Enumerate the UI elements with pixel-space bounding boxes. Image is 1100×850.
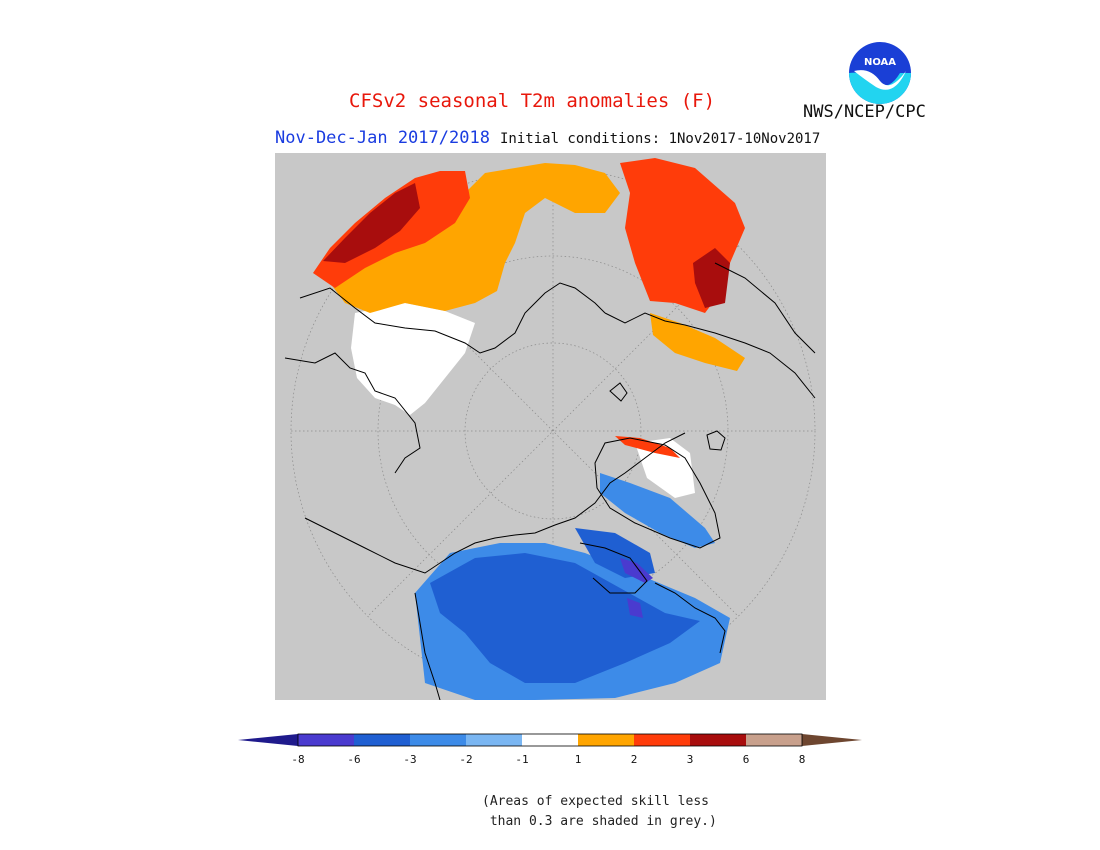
anomaly-region-greenland-red <box>615 436 680 458</box>
coastline-east-asia <box>714 262 816 354</box>
anomaly-region-europe-orange <box>330 163 620 313</box>
color-scale-bin <box>354 734 410 746</box>
color-scale-tick-label: 2 <box>631 753 638 766</box>
color-scale-bin <box>410 734 466 746</box>
coastline-hudson-bay <box>579 542 648 594</box>
coastline-europe-south <box>284 352 421 474</box>
coastline-eurasia-west <box>299 282 606 354</box>
map-title: CFSv2 seasonal T2m anomalies (F) <box>349 90 716 112</box>
coastline-canada-arctic <box>514 432 686 536</box>
meridian-diag-2 <box>367 245 739 617</box>
skill-note-line: than 0.3 are shaded in grey.) <box>482 814 717 829</box>
anomaly-region-europe-darkred <box>323 183 420 263</box>
agency-label: NWS/NCEP/CPC <box>803 102 926 122</box>
color-scale-tick-label: -8 <box>291 753 304 766</box>
color-scale-tick-label: 8 <box>799 753 806 766</box>
coastlines <box>284 262 816 700</box>
coastline-svalbard <box>609 382 628 402</box>
coastline-greenland <box>594 437 721 549</box>
color-scale-tick-label: 3 <box>687 753 694 766</box>
color-scale-bin <box>466 734 522 746</box>
color-scale-tick-label: 6 <box>743 753 750 766</box>
anomaly-region-europe-white <box>351 303 475 415</box>
color-scale-bin <box>690 734 746 746</box>
noaa-logo: NOAA <box>849 42 911 104</box>
anomaly-region-asia-orange <box>650 313 745 371</box>
color-scale-bin <box>522 734 578 746</box>
color-scale-tick-label: -6 <box>347 753 360 766</box>
color-scale-arrow-right <box>802 734 862 746</box>
anomaly-region-greenland-white <box>635 438 695 498</box>
latitude-circle-inner <box>464 342 642 520</box>
coastline-russia-north <box>604 312 816 399</box>
color-scale-bin <box>578 734 634 746</box>
color-scale-tick-label: -2 <box>459 753 472 766</box>
coastline-alaska <box>304 517 516 574</box>
color-scale-arrow-left <box>238 734 298 746</box>
color-scale-tick-label: -1 <box>515 753 528 766</box>
latitude-circle-outer <box>290 168 816 694</box>
color-scale-bin <box>746 734 802 746</box>
anomaly-region-quebec-purple <box>627 598 643 618</box>
color-scale-tick-label: -3 <box>403 753 416 766</box>
anomaly-region-hudson-purple <box>620 558 653 583</box>
anomaly-region-siberia-darkred <box>693 248 730 308</box>
coastline-labrador <box>654 582 726 654</box>
polar-map <box>275 153 826 700</box>
coastline-iceland <box>706 430 726 451</box>
color-scale-bin <box>634 734 690 746</box>
noaa-logo-text: NOAA <box>864 57 896 68</box>
forecast-period: Nov-Dec-Jan 2017/2018 <box>275 128 490 148</box>
color-scale: -8 -6 -3 -2 -1 1 2 3 6 8 <box>238 733 862 766</box>
initial-conditions: Initial conditions: 1Nov2017-10Nov2017 <box>500 131 821 147</box>
coastline-north-america-west <box>414 592 441 700</box>
meridian-diag-1 <box>367 245 739 617</box>
color-scale-tick-label: 1 <box>575 753 582 766</box>
anomaly-region-greenland-blue <box>600 473 715 548</box>
skill-note-line: (Areas of expected skill less <box>482 794 709 809</box>
anomaly-region-namerica-blue <box>430 553 700 683</box>
noaa-logo-gull <box>854 70 906 90</box>
color-scale-bin <box>298 734 354 746</box>
color-scale-outline <box>297 733 803 747</box>
skill-note: (Areas of expected skill less than 0.3 a… <box>482 792 717 832</box>
